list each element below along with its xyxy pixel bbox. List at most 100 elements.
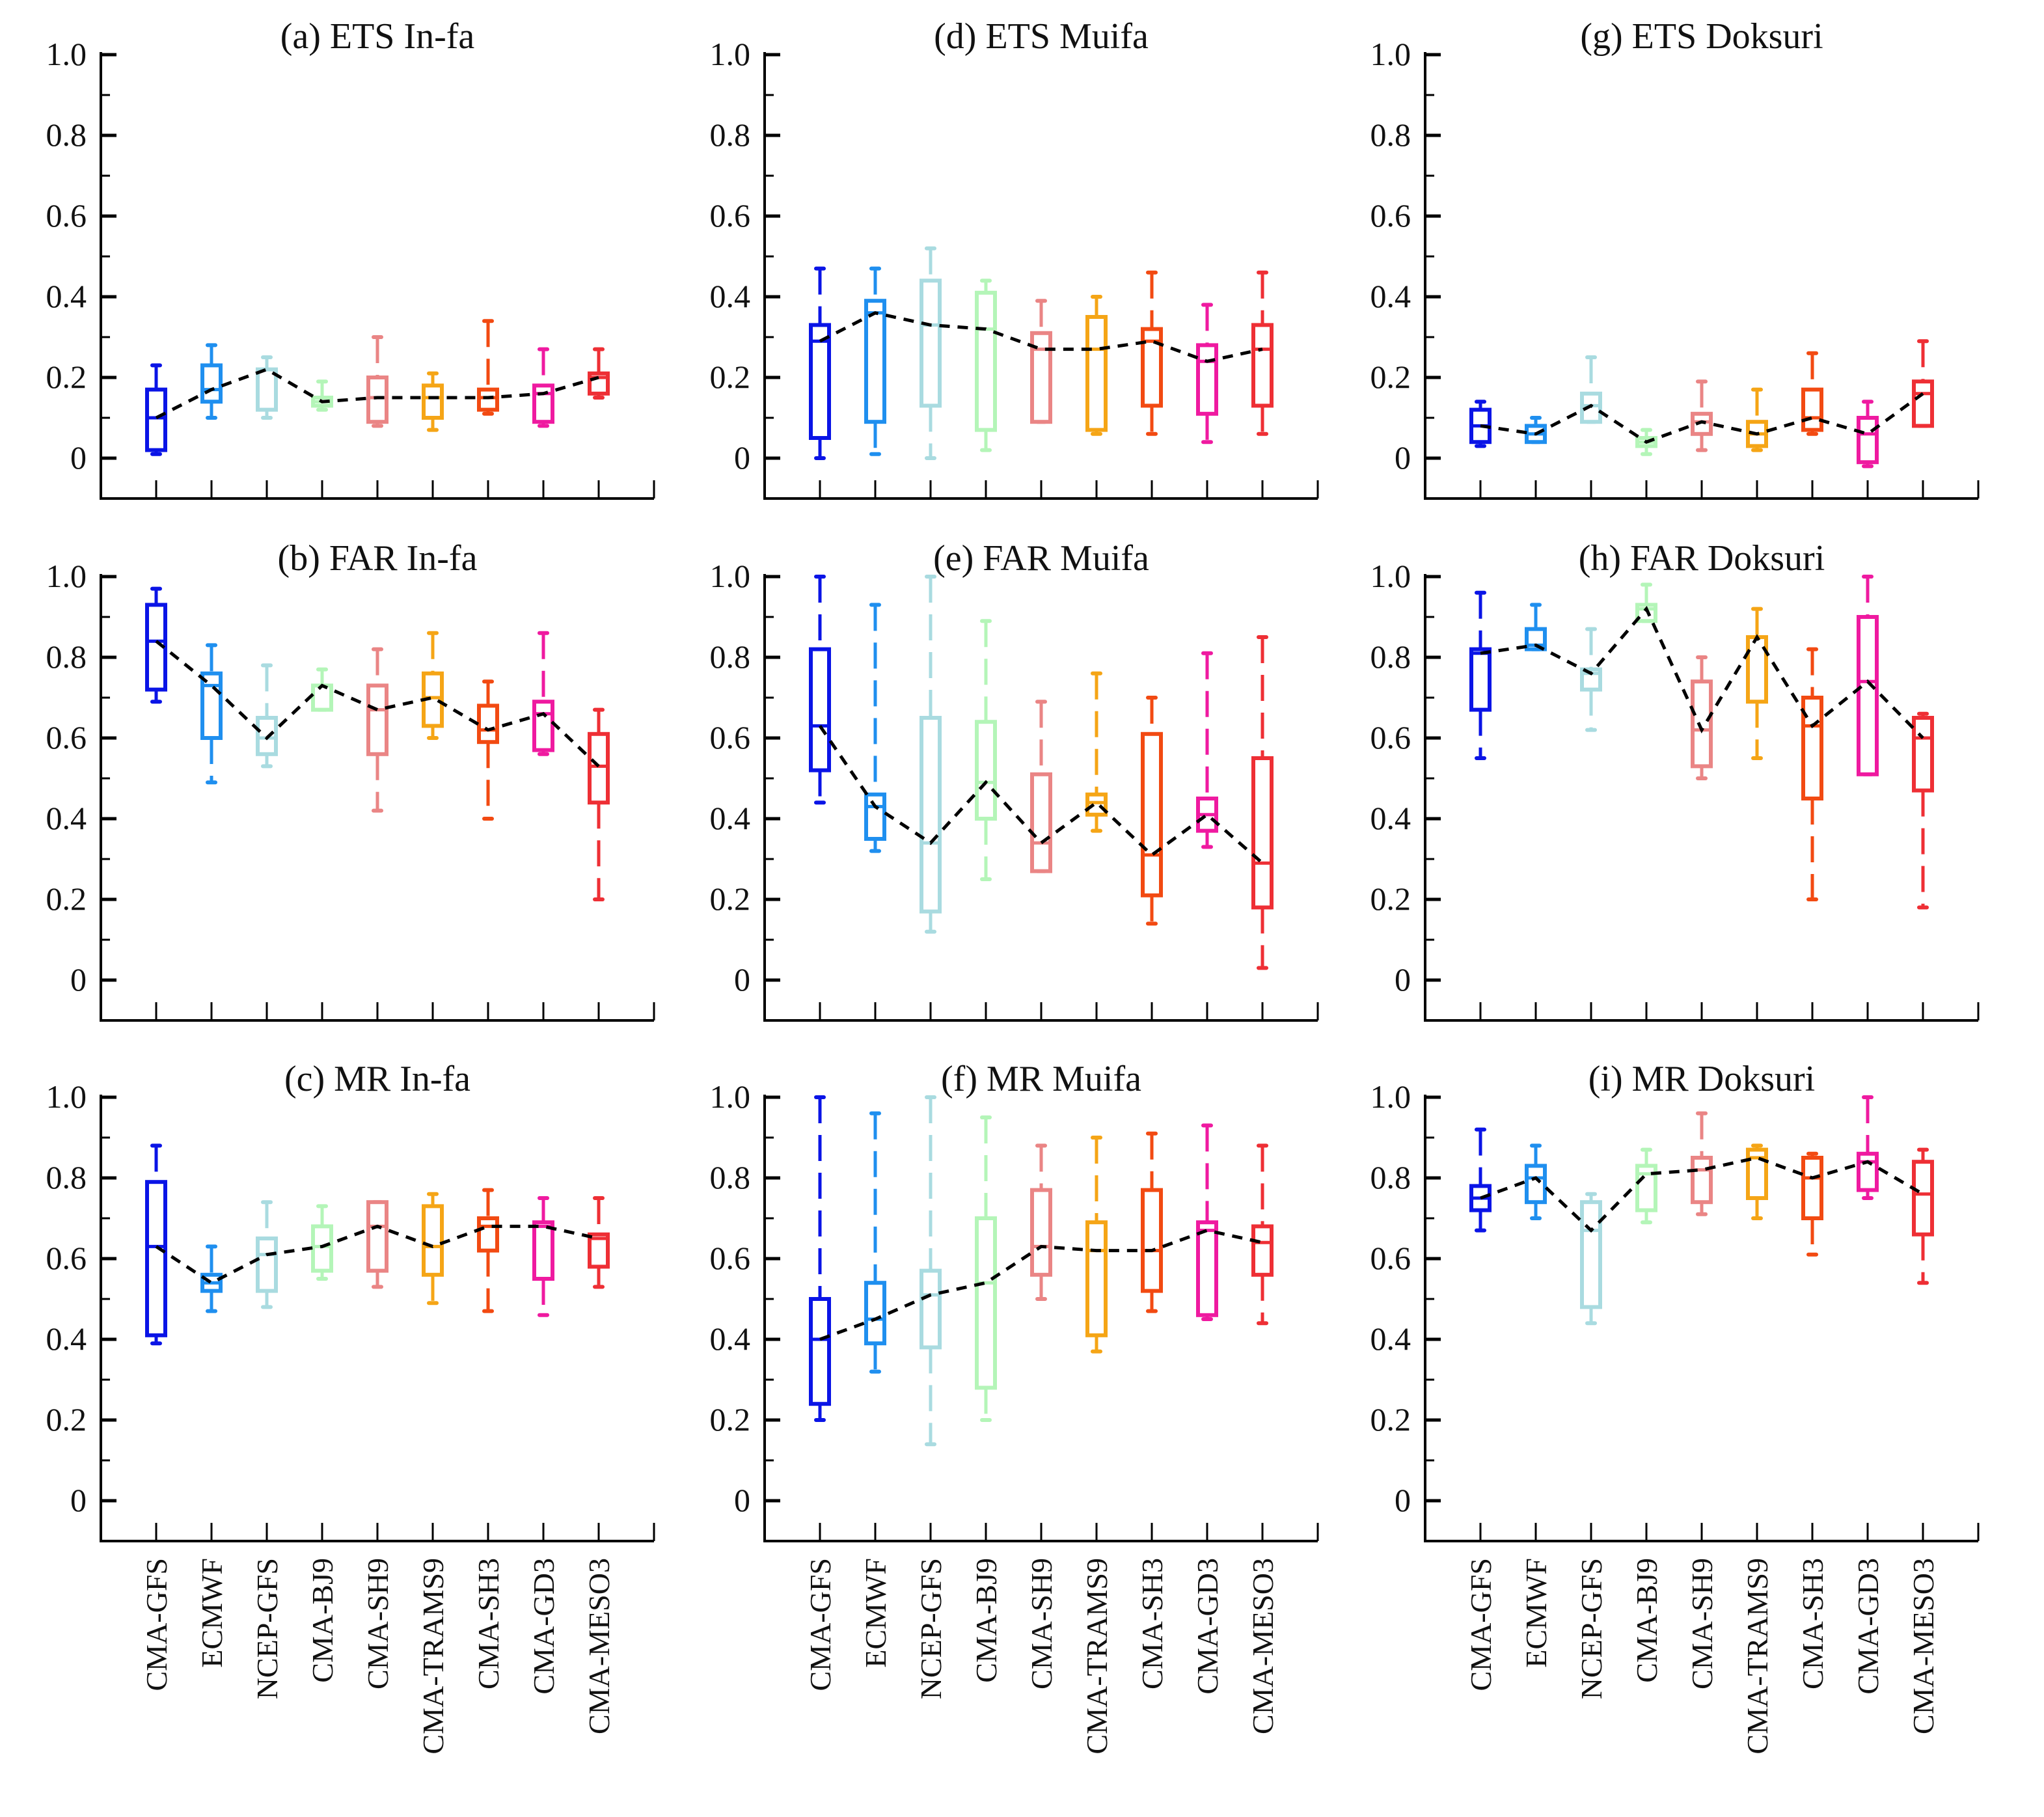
iqr-box bbox=[1251, 323, 1274, 408]
box-ecmwf bbox=[1525, 603, 1547, 651]
x-tick-label: CMA-BJ9 bbox=[306, 1558, 339, 1683]
box-cma-sh9 bbox=[366, 335, 388, 428]
panel-b: (b) FAR In-fa 0 0.2 0.4 0.6 0.8 1.0 bbox=[46, 538, 655, 1022]
iqr-box bbox=[1525, 1164, 1547, 1205]
median-line bbox=[1480, 606, 1924, 739]
panel-c: (c) MR In-fa 0 0.2 0.4 0.6 0.8 1.0 CMA-GFS ECMWF… bbox=[46, 1059, 655, 1755]
iqr-box bbox=[422, 383, 444, 420]
x-tick-label: CMA-BJ9 bbox=[970, 1558, 1003, 1683]
iqr-box bbox=[1580, 391, 1602, 424]
panel-title: (i) MR Doksuri bbox=[1588, 1059, 1815, 1099]
y-tick-label: 0 bbox=[734, 961, 750, 998]
iqr-box bbox=[1085, 1220, 1108, 1337]
panel-title: (c) MR In-fa bbox=[284, 1059, 470, 1099]
iqr-box bbox=[366, 683, 388, 756]
iqr-box bbox=[920, 716, 942, 914]
y-tick-label: 0.8 bbox=[1370, 638, 1411, 675]
box-cma-gd3 bbox=[532, 347, 554, 428]
box-cma-gfs bbox=[809, 575, 831, 805]
iqr-box bbox=[145, 1180, 167, 1337]
x-tick-label: CMA-MESO3 bbox=[1246, 1558, 1279, 1734]
iqr-box bbox=[366, 376, 388, 424]
box-cma-bj9 bbox=[975, 619, 997, 881]
iqr-box bbox=[1141, 1188, 1163, 1293]
iqr-box bbox=[809, 1297, 831, 1406]
box-ncep-gfs bbox=[1580, 627, 1602, 732]
x-tick-label: NCEP-GFS bbox=[914, 1558, 947, 1699]
iqr-box bbox=[145, 387, 167, 452]
y-tick-label: 0.8 bbox=[710, 116, 751, 153]
box-cma-sh9 bbox=[366, 1200, 388, 1289]
iqr-box bbox=[532, 700, 554, 752]
x-tick-label: CMA-SH9 bbox=[1685, 1558, 1719, 1689]
x-tick-label: CMA-GD3 bbox=[527, 1558, 560, 1695]
box-cma-gd3 bbox=[532, 1196, 554, 1317]
box-cma-meso3 bbox=[1251, 270, 1274, 436]
iqr-box bbox=[532, 1220, 554, 1281]
box-cma-gfs bbox=[1469, 400, 1492, 448]
box-cma-meso3 bbox=[588, 347, 610, 400]
y-tick-label: 0.6 bbox=[710, 1240, 751, 1276]
panel-h: (h) FAR Doksuri 0 0.2 0.4 0.6 0.8 1.0 bbox=[1370, 538, 1980, 1022]
box-cma-gfs bbox=[145, 363, 167, 456]
median-line bbox=[1480, 1156, 1924, 1233]
median-line bbox=[818, 724, 1264, 865]
y-tick-label: 0.4 bbox=[1370, 1320, 1411, 1357]
iqr-box bbox=[1857, 416, 1879, 465]
y-tick-label: 0 bbox=[1395, 439, 1411, 476]
box-cma-trams9 bbox=[1085, 1136, 1108, 1354]
y-tick-label: 0.6 bbox=[710, 719, 751, 756]
y-tick-label: 0.4 bbox=[710, 278, 751, 314]
box-ecmwf bbox=[864, 603, 886, 853]
box-cma-meso3 bbox=[1912, 339, 1934, 428]
y-tick-label: 0.6 bbox=[1370, 719, 1411, 756]
x-tick-label: CMA-SH3 bbox=[1796, 1558, 1829, 1689]
x-tick-label: CMA-SH3 bbox=[472, 1558, 505, 1689]
box-cma-sh3 bbox=[1801, 351, 1823, 436]
y-tick-label: 0.4 bbox=[710, 800, 751, 836]
x-tick-label: ECMWF bbox=[195, 1558, 228, 1668]
y-tick-label: 1.0 bbox=[46, 36, 87, 72]
iqr-box bbox=[256, 367, 278, 412]
y-tick-label: 0 bbox=[70, 961, 87, 998]
panel-title: (a) ETS In-fa bbox=[280, 16, 475, 57]
iqr-box bbox=[477, 1216, 499, 1253]
iqr-box bbox=[1857, 1151, 1879, 1192]
x-tick-label: CMA-SH9 bbox=[1025, 1558, 1058, 1689]
box-ncep-gfs bbox=[920, 246, 942, 460]
panel-g: (g) ETS Doksuri 0 0.2 0.4 0.6 0.8 1.0 bbox=[1370, 16, 1980, 500]
box-ncep-gfs bbox=[920, 1095, 942, 1447]
y-tick-label: 0.2 bbox=[1370, 881, 1411, 917]
y-tick-label: 1.0 bbox=[1370, 558, 1411, 594]
iqr-box bbox=[1801, 1156, 1823, 1220]
panel-f: (f) MR Muifa 0 0.2 0.4 0.6 0.8 1.0 CMA-GFS ECMWF… bbox=[710, 1059, 1319, 1755]
y-tick-label: 0.6 bbox=[710, 197, 751, 234]
box-cma-gfs bbox=[1469, 590, 1492, 760]
box-cma-meso3 bbox=[588, 1196, 610, 1289]
y-tick-label: 0.2 bbox=[710, 359, 751, 395]
iqr-box bbox=[1251, 756, 1274, 910]
y-tick-label: 0.8 bbox=[46, 638, 87, 675]
y-tick-label: 0.4 bbox=[46, 1320, 87, 1357]
box-cma-sh9 bbox=[1691, 655, 1713, 780]
panel-e: (e) FAR Muifa 0 0.2 0.4 0.6 0.8 1.0 bbox=[710, 538, 1319, 1022]
y-tick-label: 0 bbox=[734, 439, 750, 476]
iqr-box bbox=[864, 792, 886, 841]
x-tick-label: CMA-TRAMS9 bbox=[1741, 1558, 1774, 1755]
box-cma-sh3 bbox=[1141, 1131, 1163, 1313]
box-cma-bj9 bbox=[311, 379, 333, 412]
y-tick-label: 0.2 bbox=[46, 359, 87, 395]
iqr-box bbox=[422, 1204, 444, 1277]
median-line bbox=[1480, 392, 1924, 444]
y-tick-label: 0 bbox=[1395, 961, 1411, 998]
box-cma-bj9 bbox=[1635, 1147, 1657, 1225]
iqr-box bbox=[1912, 1160, 1934, 1236]
y-tick-label: 0.8 bbox=[1370, 116, 1411, 153]
box-cma-gd3 bbox=[1196, 303, 1218, 444]
box-cma-sh9 bbox=[366, 647, 388, 813]
iqr-box bbox=[1085, 792, 1108, 817]
x-tick-label: ECMWF bbox=[1519, 1558, 1553, 1668]
panel-a: (a) ETS In-fa 0 0.2 0.4 0.6 0.8 1.0 bbox=[46, 16, 655, 500]
panel-d: (d) ETS Muifa 0 0.2 0.4 0.6 0.8 1.0 bbox=[710, 16, 1319, 500]
